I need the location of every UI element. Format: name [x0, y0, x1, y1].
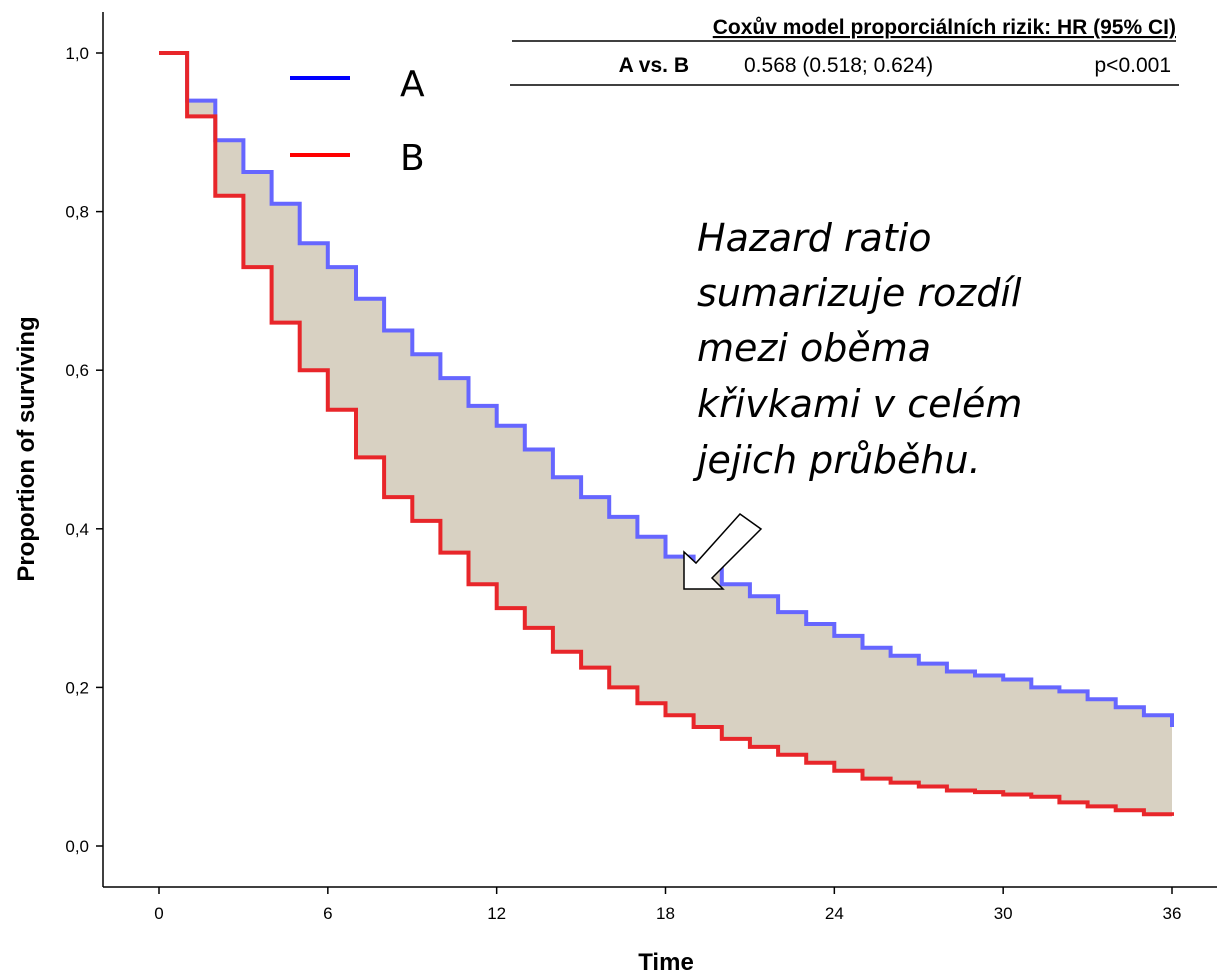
annotation-line-5: jejich průběhu.: [692, 438, 981, 482]
y-tick-label: 0,0: [65, 837, 89, 856]
x-tick-label: 0: [154, 904, 163, 923]
annotation-line-3: mezi oběma: [697, 326, 931, 370]
x-tick-label: 6: [323, 904, 332, 923]
y-tick-label: 0,6: [65, 361, 89, 380]
y-tick-label: 0,4: [65, 520, 89, 539]
annotation-line-4: křivkami v celém: [697, 382, 1022, 426]
series-a-line: [159, 51, 1174, 727]
annotation: Hazard ratio sumarizuje rozdíl mezi oběm…: [683, 216, 1022, 590]
y-axis-title: Proportion of surviving: [13, 316, 40, 581]
x-tick-label: 30: [994, 904, 1013, 923]
x-tick-label: 36: [1163, 904, 1182, 923]
hr-table-row-label: A vs. B: [619, 54, 689, 77]
hr-table-row-value: 0.568 (0.518; 0.624): [744, 54, 933, 77]
legend-label-a: A: [400, 64, 425, 105]
shaded-difference-area: [159, 53, 1172, 816]
annotation-line-2: sumarizuje rozdíl: [697, 271, 1022, 315]
hr-table: Coxův model proporciálních rizik: HR (95…: [510, 16, 1179, 86]
y-axis-ticks: 0,0 0,2 0,4 0,6 0,8 1,0: [65, 44, 103, 856]
y-tick-label: 1,0: [65, 44, 89, 63]
legend-label-b: B: [400, 138, 425, 179]
hr-table-row-p: p<0.001: [1095, 54, 1172, 77]
x-tick-label: 24: [825, 904, 844, 923]
x-axis-ticks: 0 6 12 18 24 30 36: [154, 887, 1181, 923]
x-tick-label: 18: [656, 904, 675, 923]
series-b-line: [159, 51, 1174, 817]
legend: A B: [290, 64, 425, 179]
x-tick-label: 12: [487, 904, 506, 923]
annotation-line-1: Hazard ratio: [697, 216, 932, 260]
hr-table-title: Coxův model proporciálních rizik: HR (95…: [713, 16, 1176, 39]
annotation-arrow-icon: [683, 512, 763, 590]
x-axis-title: Time: [638, 949, 694, 976]
y-tick-label: 0,8: [65, 203, 89, 222]
y-tick-label: 0,2: [65, 678, 89, 697]
